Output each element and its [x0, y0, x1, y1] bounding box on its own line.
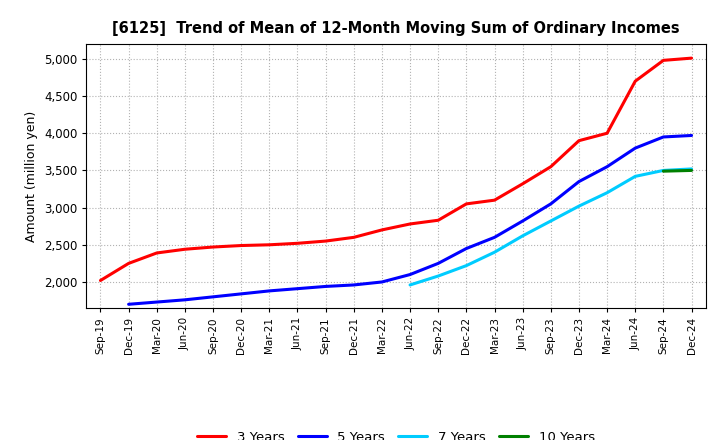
7 Years — [631, 174, 639, 179]
7 Years — [406, 282, 415, 288]
3 Years — [377, 227, 386, 233]
Legend: 3 Years, 5 Years, 7 Years, 10 Years: 3 Years, 5 Years, 7 Years, 10 Years — [192, 425, 600, 440]
3 Years — [687, 55, 696, 61]
3 Years — [518, 181, 527, 187]
3 Years — [406, 221, 415, 227]
3 Years — [659, 58, 667, 63]
Line: 7 Years: 7 Years — [410, 169, 691, 285]
5 Years — [687, 133, 696, 138]
Y-axis label: Amount (million yen): Amount (million yen) — [25, 110, 38, 242]
7 Years — [546, 218, 555, 224]
7 Years — [434, 273, 443, 279]
3 Years — [293, 241, 302, 246]
5 Years — [631, 146, 639, 151]
3 Years — [631, 79, 639, 84]
7 Years — [462, 263, 471, 268]
3 Years — [265, 242, 274, 247]
3 Years — [125, 261, 133, 266]
Line: 3 Years: 3 Years — [101, 58, 691, 280]
5 Years — [575, 179, 583, 184]
3 Years — [490, 198, 499, 203]
3 Years — [209, 244, 217, 249]
3 Years — [181, 246, 189, 252]
5 Years — [349, 282, 358, 288]
5 Years — [181, 297, 189, 302]
3 Years — [349, 235, 358, 240]
5 Years — [321, 284, 330, 289]
5 Years — [209, 294, 217, 300]
5 Years — [377, 279, 386, 285]
5 Years — [603, 164, 611, 169]
5 Years — [462, 246, 471, 251]
3 Years — [153, 250, 161, 256]
5 Years — [490, 235, 499, 240]
7 Years — [659, 168, 667, 173]
7 Years — [490, 249, 499, 255]
5 Years — [546, 201, 555, 206]
10 Years — [659, 169, 667, 174]
3 Years — [603, 131, 611, 136]
5 Years — [293, 286, 302, 291]
Line: 10 Years: 10 Years — [663, 170, 691, 171]
10 Years — [687, 168, 696, 173]
Title: [6125]  Trend of Mean of 12-Month Moving Sum of Ordinary Incomes: [6125] Trend of Mean of 12-Month Moving … — [112, 21, 680, 36]
3 Years — [96, 278, 105, 283]
3 Years — [546, 164, 555, 169]
5 Years — [518, 218, 527, 224]
5 Years — [265, 288, 274, 293]
3 Years — [575, 138, 583, 143]
5 Years — [659, 134, 667, 139]
5 Years — [237, 291, 246, 297]
5 Years — [153, 299, 161, 304]
3 Years — [434, 218, 443, 223]
7 Years — [518, 233, 527, 238]
5 Years — [434, 261, 443, 266]
5 Years — [406, 272, 415, 277]
3 Years — [462, 201, 471, 206]
3 Years — [237, 243, 246, 248]
7 Years — [575, 203, 583, 209]
5 Years — [125, 302, 133, 307]
3 Years — [321, 238, 330, 244]
7 Years — [603, 190, 611, 195]
7 Years — [687, 166, 696, 172]
Line: 5 Years: 5 Years — [129, 136, 691, 304]
